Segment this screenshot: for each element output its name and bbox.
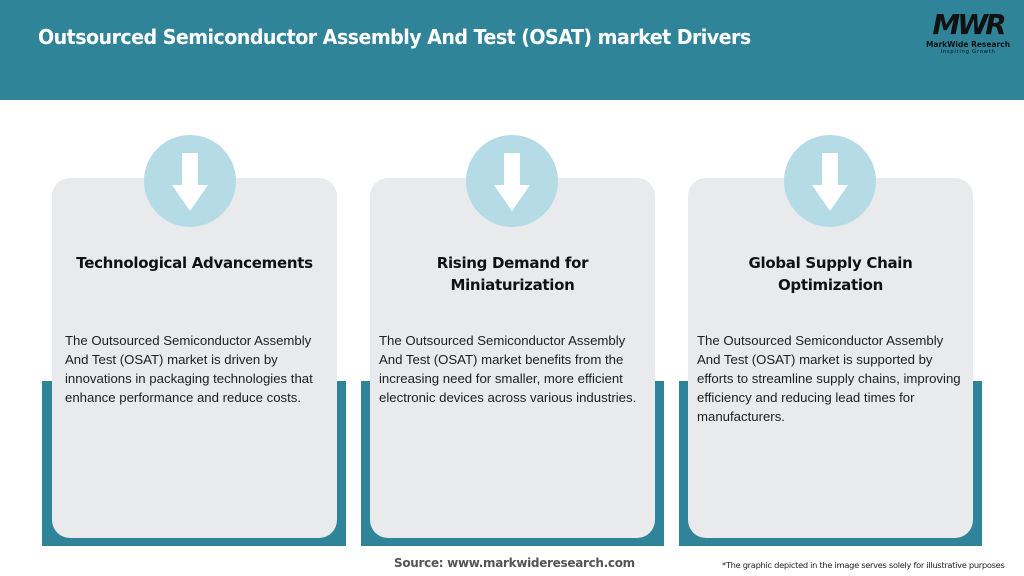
driver-card-rising-demand-miniaturization: Rising Demand for Miniaturization The Ou… — [370, 178, 655, 538]
card-title: Global Supply Chain Optimization — [748, 254, 913, 294]
arrow-down-icon — [466, 135, 558, 227]
card-title: Rising Demand for Miniaturization — [436, 254, 589, 294]
logo: MWR MarkWide Research Inspiring Growth — [922, 10, 1014, 60]
card-title: Technological Advancements — [76, 254, 313, 272]
arrow-down-icon — [144, 135, 236, 227]
card-body: The Outsourced Semiconductor Assembly An… — [379, 333, 637, 405]
driver-card-global-supply-chain: Global Supply Chain Optimization The Out… — [688, 178, 973, 538]
logo-tagline: Inspiring Growth — [940, 49, 996, 55]
card-body: The Outsourced Semiconductor Assembly An… — [697, 333, 961, 424]
source-credit: Source: www.markwideresearch.com — [394, 556, 635, 570]
header-banner: Outsourced Semiconductor Assembly And Te… — [0, 0, 1024, 100]
arrow-down-icon — [784, 135, 876, 227]
logo-name: MarkWide Research — [925, 40, 1011, 49]
logo-mark: MWR — [932, 8, 1006, 41]
card-body: The Outsourced Semiconductor Assembly An… — [65, 333, 313, 405]
page-title: Outsourced Semiconductor Assembly And Te… — [38, 25, 751, 49]
disclaimer: *The graphic depicted in the image serve… — [722, 560, 1005, 570]
driver-card-technological-advancements: Technological Advancements The Outsource… — [52, 178, 337, 538]
